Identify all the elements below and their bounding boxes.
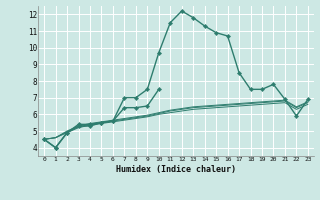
X-axis label: Humidex (Indice chaleur): Humidex (Indice chaleur) <box>116 165 236 174</box>
